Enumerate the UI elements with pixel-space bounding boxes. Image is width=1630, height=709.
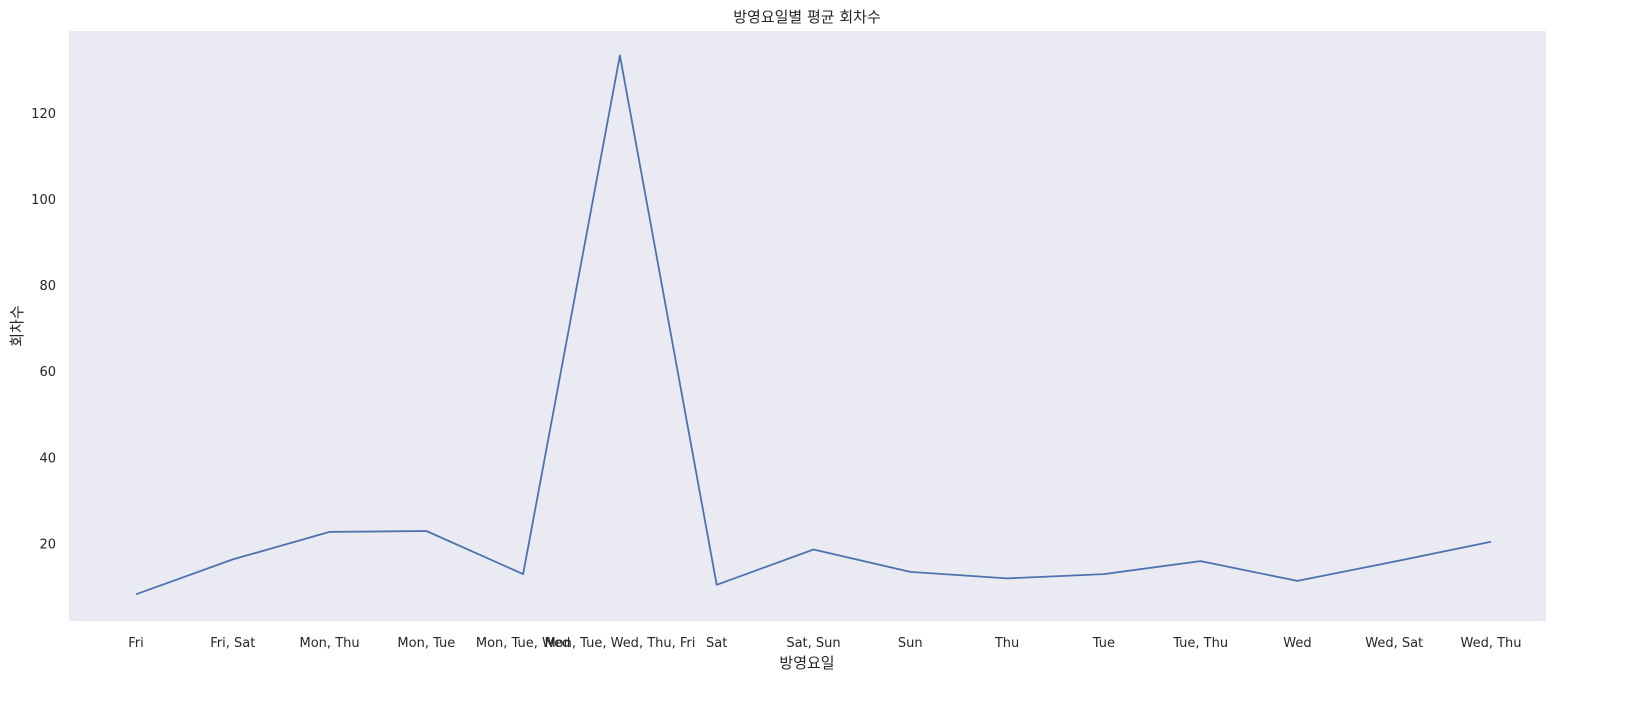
plot-area	[69, 31, 1546, 621]
x-tick-label: Mon, Tue, Wed	[476, 636, 571, 651]
y-tick-label: 60	[39, 365, 56, 380]
y-tick-label: 20	[39, 537, 56, 552]
series-group	[135, 54, 1492, 596]
x-tick-label: Fri, Sat	[210, 636, 255, 651]
x-tick-label: Wed	[1283, 636, 1311, 651]
x-tick-label: Sat, Sun	[786, 636, 840, 651]
x-tick-label: Mon, Tue	[397, 636, 455, 651]
y-axis: 20 40 60 80 100 120	[31, 107, 56, 553]
x-tick-label: Mon, Thu	[300, 636, 360, 651]
x-tick-label: Mon, Tue, Wed, Thu, Fri	[544, 636, 695, 651]
x-tick-label: Sat	[706, 636, 727, 651]
x-tick-label: Thu	[994, 636, 1019, 651]
y-axis-title: 회차수	[8, 305, 26, 346]
y-tick-label: 100	[31, 193, 56, 208]
x-tick-label: Wed, Sat	[1365, 636, 1423, 651]
y-tick-label: 40	[39, 451, 56, 466]
chart-title: 방영요일별 평균 회차수	[733, 8, 881, 26]
y-tick-label: 120	[31, 107, 56, 122]
x-tick-label: Wed, Thu	[1460, 636, 1521, 651]
x-tick-label: Tue	[1092, 636, 1115, 651]
x-tick-label: Tue, Thu	[1172, 636, 1228, 651]
x-axis-title: 방영요일	[779, 654, 834, 672]
x-tick-label: Sun	[898, 636, 923, 651]
y-tick-label: 80	[39, 279, 56, 294]
x-tick-label: Fri	[128, 636, 144, 651]
x-axis: Fri Fri, Sat Mon, Thu Mon, Tue Mon, Tue, Wed…	[128, 636, 1521, 651]
